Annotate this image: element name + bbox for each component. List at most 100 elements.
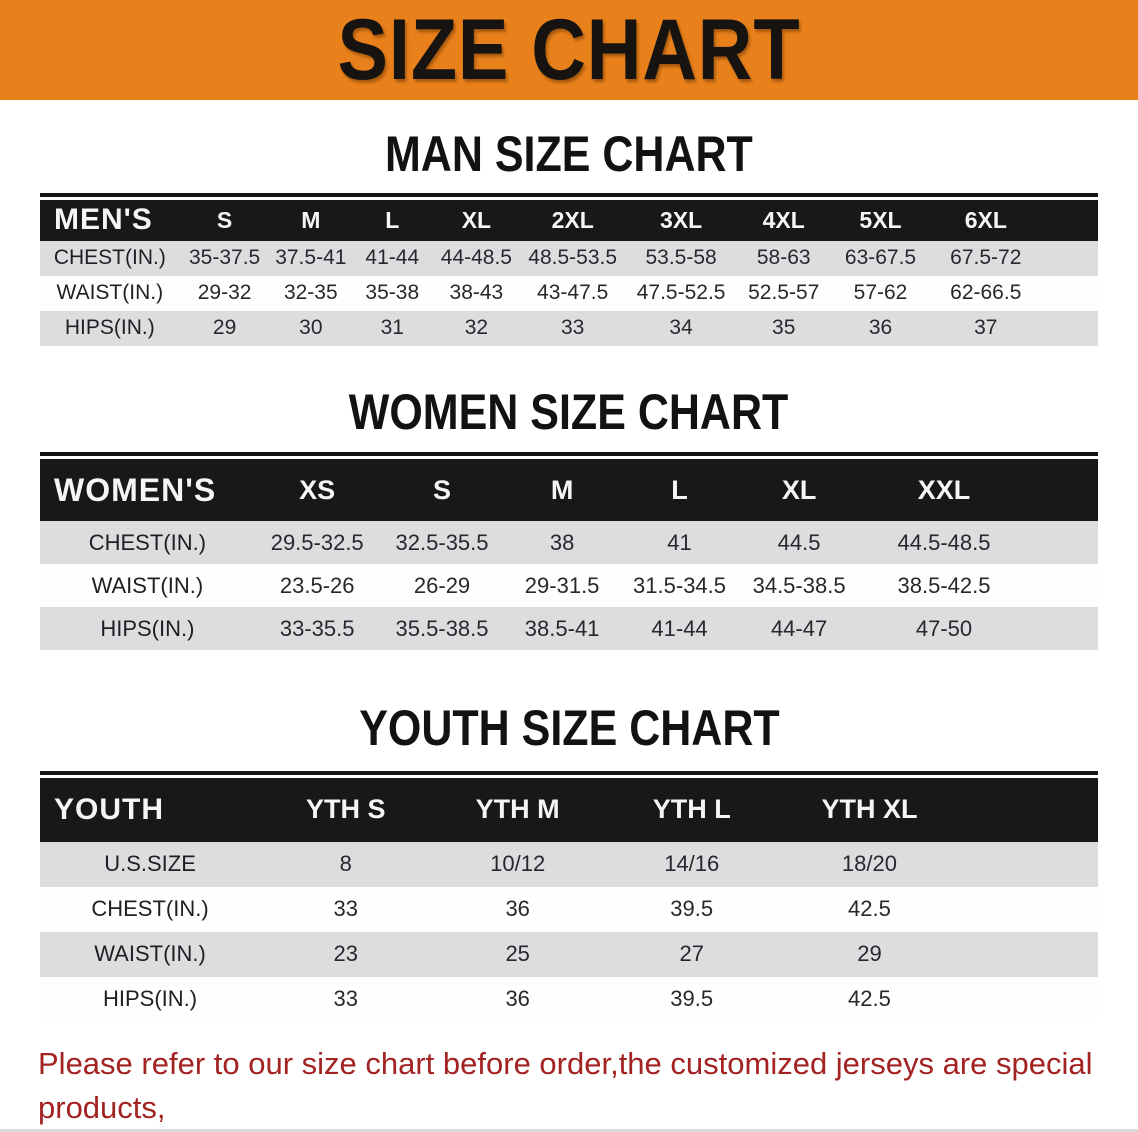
- mens-size-table: MEN'S S M L XL 2XL 3XL 4XL 5XL 6XL CHEST…: [40, 192, 1098, 346]
- table-cell: 33: [333, 986, 358, 1011]
- row-label: HIPS(IN.): [100, 615, 195, 641]
- youth-waist-row: WAIST(IN.) 23 25 27 29: [40, 931, 1098, 977]
- youth-size-table: YOUTH YTH S YTH M YTH L YTH XL U.S.SIZE …: [40, 770, 1098, 1022]
- spacer-cell: [959, 977, 1098, 1022]
- table-cell: 38-43: [449, 281, 504, 304]
- mens-size-5xl: 5XL: [859, 206, 902, 233]
- table-cell: 27: [679, 941, 704, 966]
- table-cell: 38: [549, 529, 575, 555]
- table-cell: 35-37.5: [188, 246, 261, 269]
- table-cell: 39.5: [670, 896, 714, 921]
- womens-size-xxl: XXL: [917, 474, 971, 505]
- womens-size-table: WOMEN'S XS S M L XL XXL CHEST(IN.) 29.5-…: [40, 452, 1098, 650]
- bottom-edge-strip: [0, 1129, 1138, 1132]
- youth-chest-row: CHEST(IN.) 33 36 39.5 42.5: [40, 886, 1098, 932]
- table-cell: 36: [505, 896, 530, 921]
- spacer-cell: [1041, 311, 1098, 346]
- spacer-cell: [1029, 521, 1098, 564]
- table-cell: 18/20: [841, 851, 897, 876]
- banner-title: SIZE CHART: [337, 2, 801, 98]
- table-cell: 41: [667, 529, 692, 555]
- mens-size-xl: XL: [461, 206, 492, 233]
- table-cell: 63-67.5: [844, 246, 917, 269]
- row-label: WAIST(IN.): [94, 941, 206, 966]
- table-cell: 26-29: [413, 572, 471, 598]
- womens-size-l: L: [671, 474, 688, 505]
- womens-size-xl: XL: [781, 474, 817, 505]
- youth-header-row: YOUTH YTH S YTH M YTH L YTH XL: [40, 777, 1098, 842]
- table-cell: 41-44: [651, 615, 708, 641]
- table-cell: 48.5-53.5: [528, 246, 618, 269]
- table-cell: 32.5-35.5: [395, 529, 489, 555]
- table-cell: 32-35: [283, 281, 338, 304]
- row-label: CHEST(IN.): [53, 246, 166, 269]
- youth-size-s: YTH S: [306, 794, 386, 824]
- row-label: HIPS(IN.): [102, 986, 198, 1011]
- table-cell: 52.5-57: [748, 281, 820, 304]
- womens-header-row: WOMEN'S XS S M L XL XXL: [40, 459, 1098, 521]
- mens-size-s: S: [216, 206, 233, 233]
- table-cell: 57-62: [853, 281, 908, 304]
- mens-size-m: M: [301, 206, 321, 233]
- mens-hips-row: HIPS(IN.) 29 30 31 32 33 34 35 36 37: [40, 310, 1098, 346]
- womens-size-s: S: [433, 474, 452, 505]
- table-cell: 42.5: [848, 896, 891, 921]
- mens-size-6xl: 6XL: [964, 206, 1007, 233]
- banner: SIZE CHART: [0, 0, 1138, 100]
- table-cell: 44.5: [777, 529, 821, 555]
- table-cell: 38.5-41: [524, 615, 600, 641]
- mens-header-label: MEN'S: [54, 203, 153, 236]
- row-label: CHEST(IN.): [91, 896, 209, 921]
- mens-size-3xl: 3XL: [660, 206, 703, 233]
- table-cell: 38.5-42.5: [897, 572, 991, 598]
- table-cell: 47.5-52.5: [636, 281, 726, 304]
- table-cell: 53.5-58: [645, 246, 717, 269]
- table-cell: 33: [560, 316, 585, 339]
- table-cell: 8: [339, 851, 352, 876]
- womens-header-label: WOMEN'S: [54, 471, 217, 508]
- row-label: HIPS(IN.): [64, 316, 155, 339]
- table-cell: 35-38: [365, 281, 420, 304]
- row-label: U.S.SIZE: [104, 851, 196, 876]
- spacer-cell: [1029, 564, 1098, 607]
- table-cell: 41-44: [365, 246, 420, 269]
- table-cell: 29: [212, 316, 237, 339]
- youth-size-l: YTH L: [652, 794, 731, 824]
- spacer-cell: [959, 842, 1098, 887]
- table-cell: 47-50: [915, 615, 973, 641]
- spacer-cell: [959, 778, 1098, 842]
- spacer-cell: [1041, 241, 1098, 276]
- women-section-title: WOMEN SIZE CHART: [349, 383, 789, 440]
- row-label: CHEST(IN.): [88, 529, 207, 555]
- womens-waist-row: WAIST(IN.) 23.5-26 26-29 29-31.5 31.5-34…: [40, 564, 1098, 607]
- table-cell: 14/16: [664, 851, 720, 876]
- youth-hips-row: HIPS(IN.) 33 36 39.5 42.5: [40, 976, 1098, 1022]
- mens-size-2xl: 2XL: [551, 206, 594, 233]
- table-cell: 36: [868, 316, 893, 339]
- row-label: WAIST(IN.): [91, 572, 204, 598]
- table-cell: 35: [772, 316, 796, 339]
- table-cell: 25: [505, 941, 530, 966]
- table-cell: 29: [857, 941, 882, 966]
- table-cell: 37.5-41: [275, 246, 347, 269]
- man-section-title: MAN SIZE CHART: [385, 126, 753, 182]
- youth-ussize-row: U.S.SIZE 8 10/12 14/16 18/20: [40, 841, 1098, 887]
- table-cell: 31.5-34.5: [633, 572, 727, 598]
- mens-size-l: L: [385, 206, 400, 233]
- table-cell: 58-63: [756, 246, 811, 269]
- spacer-cell: [1041, 276, 1098, 311]
- table-cell: 29-31.5: [524, 572, 600, 598]
- table-cell: 36: [505, 986, 530, 1011]
- table-cell: 44-48.5: [440, 246, 512, 269]
- table-cell: 44.5-48.5: [897, 529, 991, 555]
- table-cell: 37: [974, 316, 998, 339]
- table-cell: 34: [669, 316, 693, 339]
- table-cell: 32: [464, 316, 489, 339]
- spacer-cell: [1029, 607, 1098, 650]
- table-cell: 29.5-32.5: [270, 529, 364, 555]
- womens-chest-row: CHEST(IN.) 29.5-32.5 32.5-35.5 38 41 44.…: [40, 521, 1098, 564]
- womens-size-m: M: [550, 474, 574, 505]
- spacer-cell: [1029, 459, 1098, 521]
- table-cell: 67.5-72: [950, 246, 1022, 269]
- table-cell: 35.5-38.5: [395, 615, 489, 641]
